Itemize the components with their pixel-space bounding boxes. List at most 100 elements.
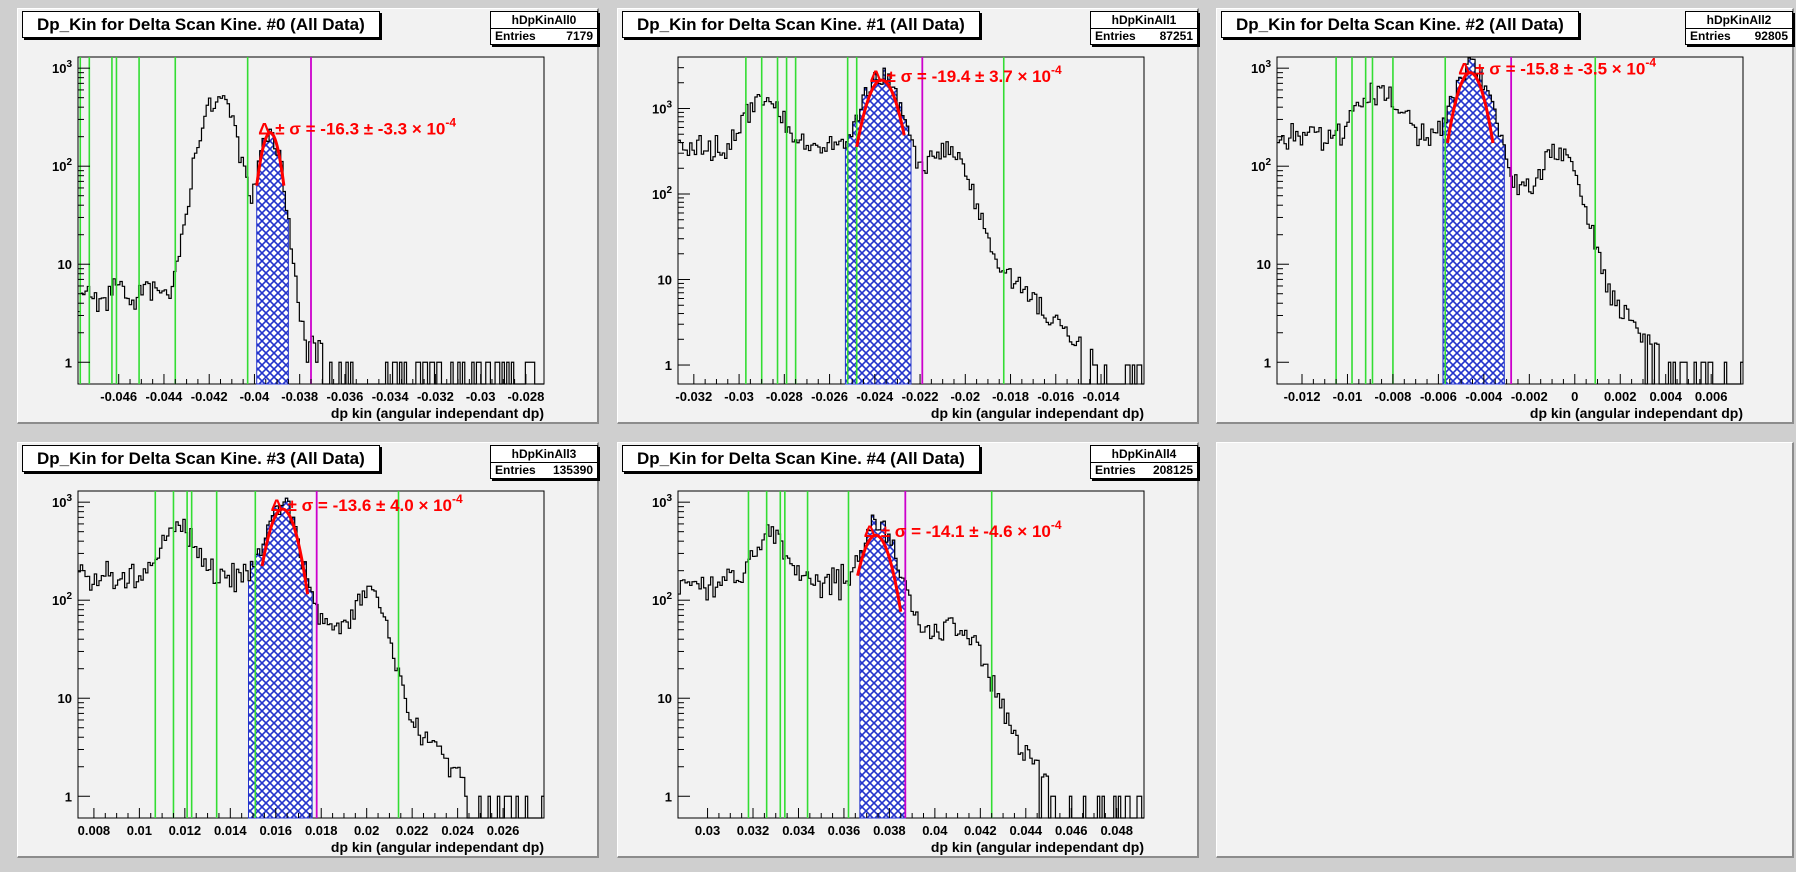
y-tick-label: 1: [65, 789, 72, 804]
x-tick-label: 0.012: [169, 823, 202, 838]
fit-result-label: Δ ± σ = -14.1 ± -4.6 × 10-4: [864, 518, 1062, 541]
y-tick-label: 103: [52, 493, 72, 510]
stats-box: hDpKinAll4 Entries 208125: [1090, 445, 1198, 479]
x-tick-label: 0.032: [737, 823, 770, 838]
entries-value: 92805: [1754, 29, 1788, 43]
fit-result-label: Δ ± σ = -13.6 ± 4.0 × 10-4: [271, 492, 463, 515]
histogram-name: hDpKinAll4: [1091, 447, 1197, 463]
histogram-name: hDpKinAll3: [491, 447, 597, 463]
histogram-plot-1: -0.032 -0.03 -0.028 -0.026 -0.024 -0.022 -0.02…: [652, 56, 1145, 421]
x-tick-label: -0.042: [191, 389, 228, 404]
x-tick-label: -0.016: [1037, 389, 1074, 404]
y-tick-label: 103: [652, 99, 672, 116]
histogram-plot-4: 0.03 0.032 0.034 0.036 0.038 0.04 0.042 0.044 0.…: [652, 490, 1145, 855]
x-tick-label: -0.028: [766, 389, 803, 404]
entries-value: 135390: [552, 463, 593, 477]
gaussian-fit-curve: [255, 131, 286, 186]
x-tick-label: 0.03: [695, 823, 720, 838]
x-tick-label: -0.032: [675, 389, 712, 404]
x-axis-label: dp kin (angular independant dp): [331, 839, 544, 855]
x-tick-label: 0.016: [259, 823, 292, 838]
plot-frame: [677, 490, 1145, 819]
entries-label: Entries: [1095, 29, 1136, 43]
x-tick-label: 0.034: [782, 823, 815, 838]
entries-value: 208125: [1152, 463, 1193, 477]
histogram-line: [78, 497, 544, 819]
x-tick-label: 0.046: [1055, 823, 1088, 838]
x-tick-label: -0.032: [417, 389, 454, 404]
stats-box: hDpKinAll2 Entries 92805: [1685, 11, 1793, 45]
entries-label: Entries: [1095, 463, 1136, 477]
entries-value: 7179: [566, 29, 593, 43]
x-tick-label: 0.038: [873, 823, 906, 838]
histogram-line: [678, 514, 1144, 819]
histogram-plot-3: 0.008 0.01 0.012 0.014 0.016 0.018 0.02 0.022 0.…: [52, 490, 545, 855]
x-axis-label: dp kin (angular independant dp): [1530, 405, 1743, 421]
gaussian-fit-curve: [856, 533, 903, 613]
x-tick-label: 0.02: [354, 823, 379, 838]
chart-title: Dp_Kin for Delta Scan Kine. #3 (All Data…: [22, 445, 380, 472]
x-tick-label: -0.04: [240, 389, 270, 404]
y-tick-label: 10: [58, 691, 72, 706]
plot-frame: [1276, 56, 1744, 385]
chart-title: Dp_Kin for Delta Scan Kine. #0 (All Data…: [22, 11, 380, 38]
histogram-name: hDpKinAll2: [1686, 13, 1792, 29]
x-tick-label: 0.004: [1649, 389, 1682, 404]
y-tick-label: 1: [65, 355, 72, 370]
x-tick-label: -0.038: [281, 389, 318, 404]
x-tick-label: -0.02: [950, 389, 980, 404]
x-tick-label: 0.04: [922, 823, 948, 838]
y-tick-label: 10: [1257, 257, 1271, 272]
x-tick-label: -0.028: [507, 389, 544, 404]
x-tick-label: 0.042: [964, 823, 997, 838]
gaussian-fit-curve: [1446, 71, 1495, 144]
chart-title: Dp_Kin for Delta Scan Kine. #2 (All Data…: [1221, 11, 1579, 38]
histogram-pad-4: 0.03 0.032 0.034 0.036 0.038 0.04 0.042 0.044 0.…: [617, 442, 1199, 858]
x-tick-label: -0.01: [1333, 389, 1363, 404]
histogram-pad-2: -0.012 -0.01 -0.008 -0.006 -0.004 -0.002 0 0.00…: [1216, 8, 1794, 424]
histogram-plot-0: -0.046 -0.044 -0.042 -0.04 -0.038 -0.036 -0.03…: [52, 56, 545, 421]
histogram-pad-1: -0.032 -0.03 -0.028 -0.026 -0.024 -0.022 -0.02…: [617, 8, 1199, 424]
x-tick-label: -0.018: [992, 389, 1029, 404]
fit-result-label: Δ ± σ = -16.3 ± -3.3 × 10-4: [258, 116, 456, 139]
x-axis-label: dp kin (angular independant dp): [931, 839, 1144, 855]
histogram-line: [678, 67, 1144, 385]
y-tick-label: 10: [658, 691, 672, 706]
y-tick-label: 1: [1264, 355, 1271, 370]
y-tick-label: 103: [652, 493, 672, 510]
x-tick-label: -0.006: [1420, 389, 1457, 404]
x-tick-label: 0.026: [487, 823, 520, 838]
x-tick-label: 0: [1571, 389, 1578, 404]
fit-result-label: Δ ± σ = -19.4 ± 3.7 × 10-4: [870, 63, 1062, 86]
x-tick-label: -0.014: [1083, 389, 1121, 404]
y-tick-label: 102: [52, 157, 72, 174]
x-tick-label: 0.048: [1100, 823, 1133, 838]
entries-label: Entries: [495, 463, 536, 477]
y-tick-label: 102: [652, 185, 672, 202]
y-tick-label: 1: [665, 789, 672, 804]
histogram-plot-2: -0.012 -0.01 -0.008 -0.006 -0.004 -0.002 0 0.00…: [1251, 56, 1744, 421]
y-tick-label: 103: [1251, 59, 1271, 76]
x-tick-label: -0.012: [1284, 389, 1321, 404]
x-tick-label: -0.034: [372, 389, 410, 404]
x-tick-label: 0.002: [1604, 389, 1637, 404]
entries-label: Entries: [495, 29, 536, 43]
x-tick-label: -0.002: [1511, 389, 1548, 404]
y-tick-label: 102: [652, 591, 672, 608]
stats-box: hDpKinAll0 Entries 7179: [490, 11, 598, 45]
histogram-name: hDpKinAll0: [491, 13, 597, 29]
y-tick-label: 10: [658, 273, 672, 288]
x-tick-label: -0.044: [146, 389, 184, 404]
entries-label: Entries: [1690, 29, 1731, 43]
x-tick-label: -0.004: [1465, 389, 1503, 404]
x-tick-label: 0.014: [214, 823, 247, 838]
chart-title: Dp_Kin for Delta Scan Kine. #4 (All Data…: [622, 445, 980, 472]
x-tick-label: 0.024: [441, 823, 474, 838]
x-axis-label: dp kin (angular independant dp): [931, 405, 1144, 421]
x-tick-label: -0.03: [466, 389, 496, 404]
histogram-pad-0: -0.046 -0.044 -0.042 -0.04 -0.038 -0.036 -0.03…: [17, 8, 599, 424]
fit-result-label: Δ ± σ = -15.8 ± -3.5 × 10-4: [1458, 56, 1656, 79]
x-tick-label: 0.008: [78, 823, 111, 838]
stats-box: hDpKinAll1 Entries 87251: [1090, 11, 1198, 45]
